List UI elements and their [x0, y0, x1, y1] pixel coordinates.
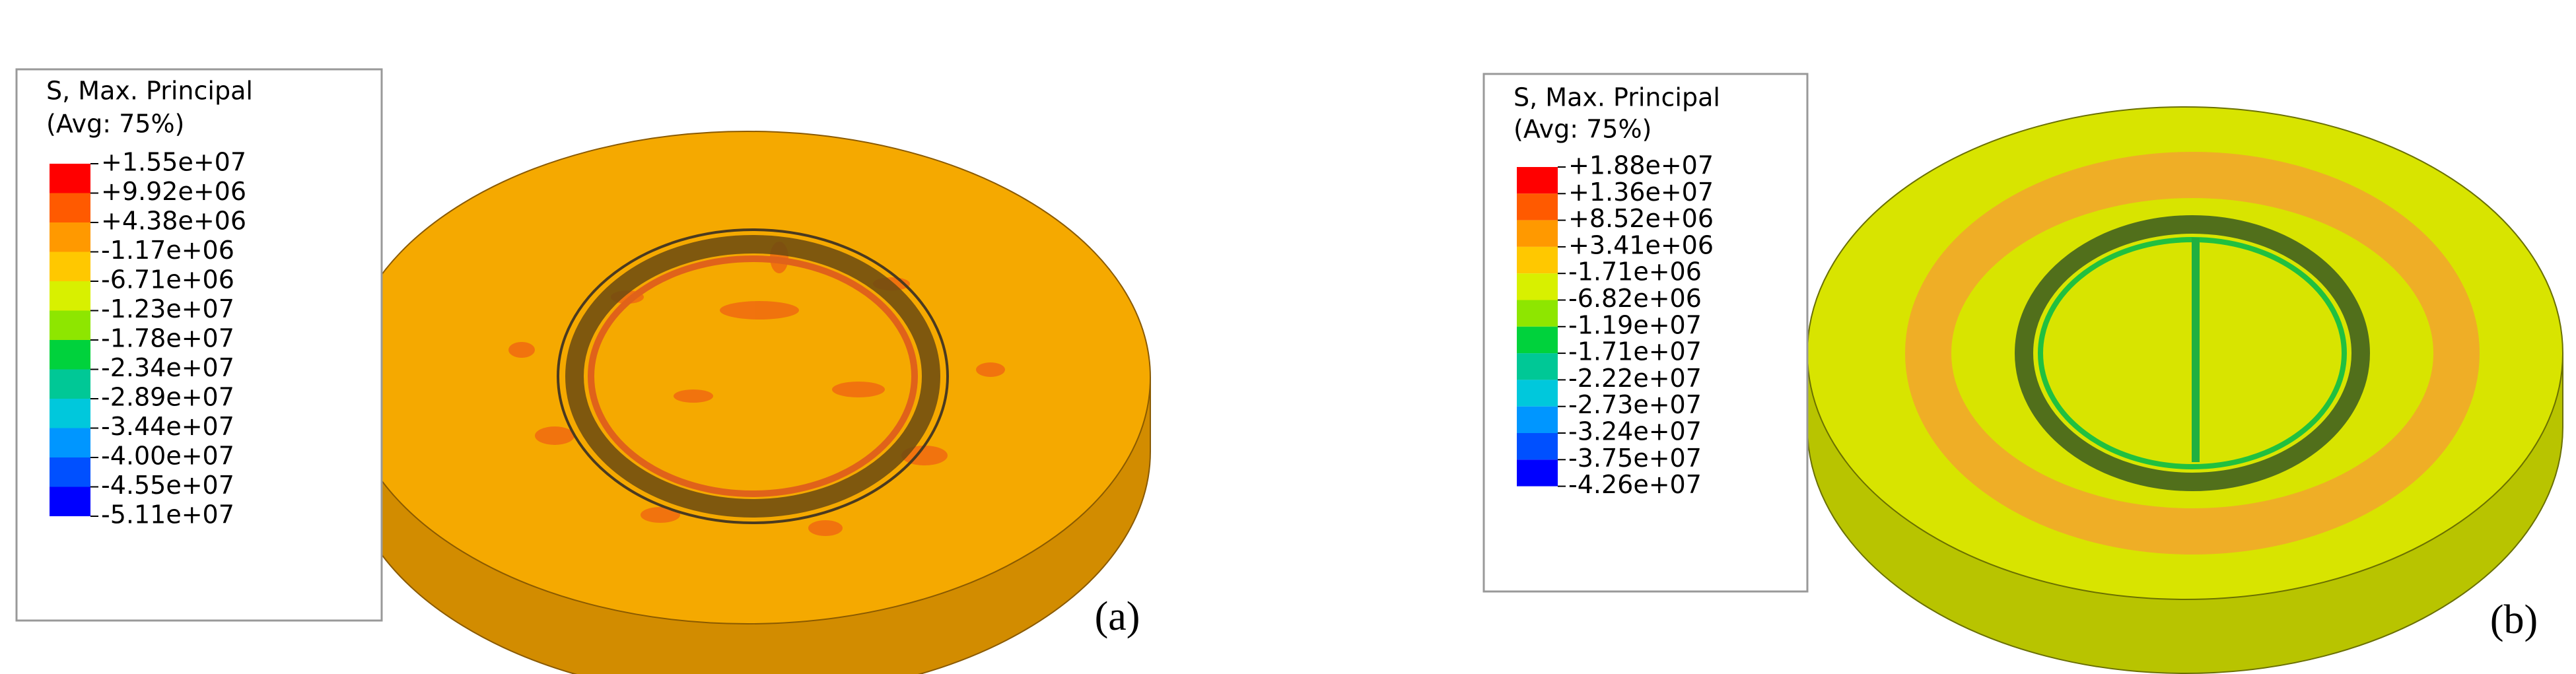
legend-swatch — [50, 369, 90, 399]
legend-label: +3.41e+06 — [1568, 230, 1714, 259]
legend-swatch — [50, 164, 90, 193]
legend-swatch — [1517, 300, 1558, 327]
legend-swatch — [50, 399, 90, 428]
legend-label: -4.26e+07 — [1568, 470, 1702, 499]
legend-swatch — [1517, 193, 1558, 220]
panel-label: (b) — [2490, 597, 2538, 642]
legend-label: -1.17e+06 — [101, 236, 234, 265]
legend-label: +1.55e+07 — [101, 148, 246, 177]
legend-label: -6.71e+06 — [101, 265, 234, 294]
legend-swatch — [50, 281, 90, 311]
disc-b — [1807, 106, 2563, 674]
legend-swatch — [50, 457, 90, 487]
legend-label: +1.88e+07 — [1568, 151, 1714, 180]
legend-swatch — [50, 428, 90, 457]
disc-a — [344, 131, 1151, 674]
legend-label: +9.92e+06 — [101, 177, 246, 206]
legend-swatch — [50, 222, 90, 252]
legend-swatch — [1517, 433, 1558, 460]
legend-title: (Avg: 75%) — [1514, 115, 1652, 144]
legend-swatch — [1517, 326, 1558, 354]
legend-swatch — [1517, 406, 1558, 433]
legend-swatch — [1517, 380, 1558, 407]
legend-label: +4.38e+06 — [101, 207, 246, 236]
legend-label: -1.19e+07 — [1568, 310, 1702, 339]
legend-label: -3.24e+07 — [1568, 417, 1702, 446]
legend-swatch — [1517, 220, 1558, 247]
legend-swatch — [1517, 273, 1558, 300]
legend-title: S, Max. Principal — [46, 77, 253, 106]
legend-label: -6.82e+06 — [1568, 284, 1702, 313]
legend-label: -1.71e+06 — [1568, 257, 1702, 286]
legend-label: -1.78e+07 — [101, 324, 234, 353]
legend-label: -2.73e+07 — [1568, 390, 1702, 419]
legend-label: -2.89e+07 — [101, 383, 234, 412]
legend-label: -5.11e+07 — [101, 500, 234, 529]
legend-label: -1.71e+07 — [1568, 337, 1702, 366]
legend-label: +8.52e+06 — [1568, 204, 1714, 233]
legend-label: -1.23e+07 — [101, 294, 234, 323]
legend-title: (Avg: 75%) — [46, 110, 184, 139]
legend-swatch — [50, 340, 90, 370]
legend-swatch — [50, 487, 90, 516]
legend-label: +1.36e+07 — [1568, 178, 1714, 207]
legend-swatch — [50, 310, 90, 340]
legend-swatch — [1517, 353, 1558, 380]
legend-swatch — [1517, 459, 1558, 487]
legend-swatch — [50, 252, 90, 281]
legend-swatch — [1517, 167, 1558, 194]
legend-label: -4.55e+07 — [101, 471, 234, 500]
legend-swatch — [50, 193, 90, 222]
legend-label: -3.44e+07 — [101, 412, 234, 441]
panel-label: (a) — [1095, 594, 1140, 639]
legend-label: -2.34e+07 — [101, 353, 234, 382]
legend-swatch — [1517, 246, 1558, 274]
legend-label: -4.00e+07 — [101, 442, 234, 471]
legend-title: S, Max. Principal — [1514, 83, 1720, 112]
legend-label: -2.22e+07 — [1568, 364, 1702, 393]
legend-label: -3.75e+07 — [1568, 444, 1702, 473]
